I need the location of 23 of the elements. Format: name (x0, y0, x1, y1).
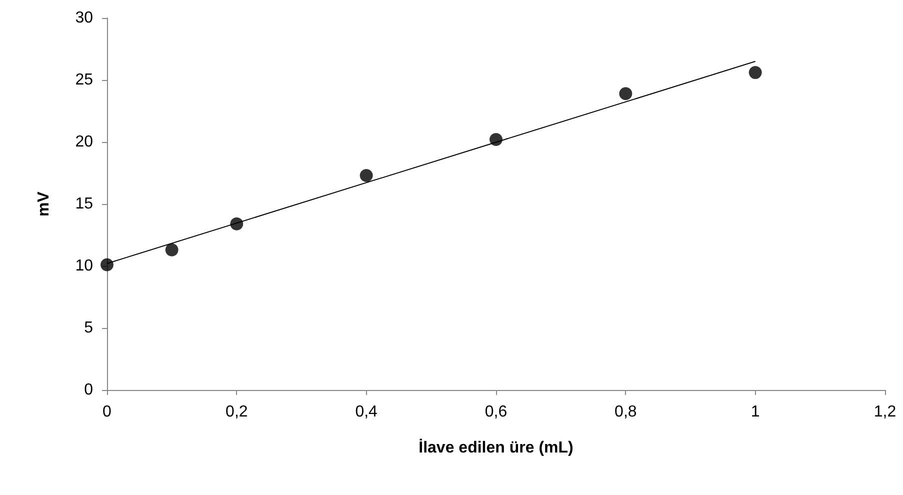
y-tick-label: 5 (84, 320, 94, 336)
point (100, 258, 114, 272)
point (165, 243, 178, 256)
y-axis-title: mV (36, 191, 52, 216)
x-axis-title: İlave edilen üre (mL) (418, 438, 574, 456)
point (230, 217, 244, 230)
x-tick-label: 1,2 (874, 404, 896, 420)
point (360, 168, 373, 182)
x-tick-label: 0,4 (355, 404, 378, 420)
x-tick-label: 0,2 (226, 404, 248, 420)
y-tick-label: 30 (75, 10, 94, 26)
x-tick-label: 0 (102, 404, 112, 420)
y-tick-label: 20 (75, 134, 94, 150)
x-tick-label: 0,8 (614, 404, 637, 420)
point (490, 133, 502, 146)
y-tick-label: 0 (84, 382, 94, 398)
y-tick-label: 10 (75, 258, 94, 274)
x-tick-label: 1 (750, 404, 760, 420)
y-tick-label: 15 (75, 196, 94, 212)
x-tick-label: 0,6 (484, 404, 508, 420)
point (619, 87, 632, 100)
y-tick-label: 25 (75, 72, 94, 88)
point (748, 66, 762, 80)
